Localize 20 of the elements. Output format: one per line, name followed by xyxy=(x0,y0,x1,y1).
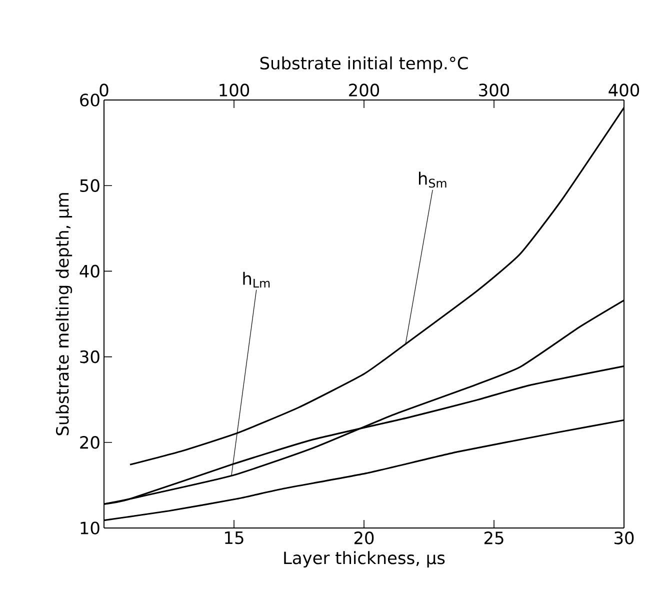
y-tick-label: 50 xyxy=(80,179,100,192)
x-axis-title: Layer thickness, μs xyxy=(284,551,445,568)
y-axis-title: Substrate melting depth, μm xyxy=(56,193,72,436)
x2-tick-label: 200 xyxy=(349,84,380,96)
x-tick-label: 30 xyxy=(614,532,634,544)
y-tick-label: 30 xyxy=(80,350,100,364)
x-tick-label: 20 xyxy=(354,532,374,544)
x-tick-label: 15 xyxy=(225,532,244,544)
x-tick-label: 25 xyxy=(484,532,504,544)
y-tick-label: 40 xyxy=(80,264,100,278)
x2-tick-label: 100 xyxy=(220,84,250,96)
x2-tick-label: 400 xyxy=(608,84,640,96)
y-tick-label: 60 xyxy=(80,94,100,106)
y-tick-label: 20 xyxy=(80,436,100,449)
x2-axis-title: Substrate initial temp.°C xyxy=(260,56,468,73)
x2-tick-label: 0 xyxy=(100,84,108,96)
x2-tick-label: 300 xyxy=(479,84,510,96)
y-tick-label: 10 xyxy=(80,522,100,534)
annotation: h$_{Sm}$ xyxy=(418,172,446,188)
annotation: h$_{Lm}$ xyxy=(243,272,270,288)
